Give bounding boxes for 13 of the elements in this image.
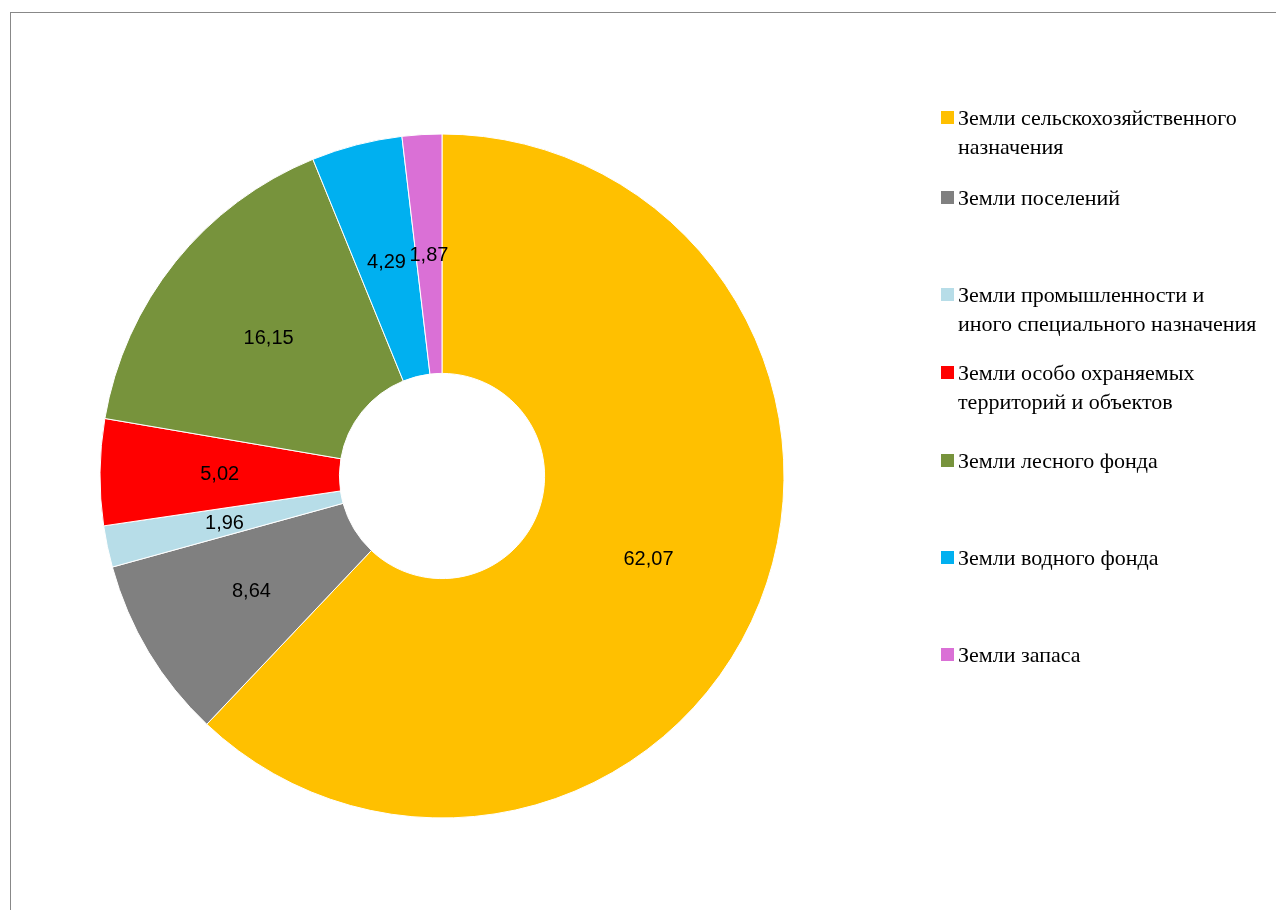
legend-label: Земли промышленности и иного специального назначения <box>958 281 1258 338</box>
data-label: 16,15 <box>243 325 294 348</box>
data-label: 5,02 <box>200 462 240 485</box>
legend-label: Земли поселений <box>958 184 1121 212</box>
data-label: 4,29 <box>367 249 406 272</box>
legend-label: Земли лесного фонда <box>958 447 1158 475</box>
legend-label: Земли особо охраняемых территорий и объектов <box>958 359 1196 416</box>
data-label: 1,96 <box>205 510 244 533</box>
data-label: 8,64 <box>231 579 271 602</box>
legend-label: Земли сельскохозяйственного назначения <box>958 104 1238 161</box>
data-label: 62,07 <box>623 547 674 570</box>
legend-label: Земли запаса <box>958 641 1081 669</box>
legend-label: Земли водного фонда <box>958 544 1159 572</box>
